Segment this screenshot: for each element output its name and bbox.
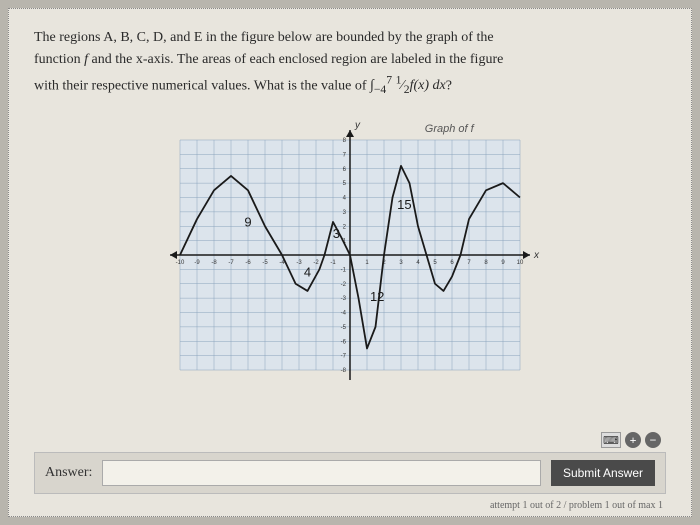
svg-text:3: 3	[333, 226, 340, 241]
svg-text:-8: -8	[211, 260, 217, 266]
svg-text:4: 4	[304, 264, 311, 279]
submit-button[interactable]: Submit Answer	[551, 460, 655, 486]
q-line2b: and the x-axis. The areas of each enclos…	[88, 52, 503, 67]
svg-text:-4: -4	[341, 310, 347, 316]
svg-text:10: 10	[517, 260, 524, 266]
svg-text:-1: -1	[341, 267, 347, 273]
attempt-text: attempt 1 out of 2 / problem 1 out of ma…	[490, 500, 663, 511]
qmark: ?	[446, 78, 452, 93]
integral-expr: ∫−47 1⁄2f(x) dx	[370, 78, 446, 93]
answer-input[interactable]	[102, 460, 541, 486]
svg-text:-3: -3	[296, 260, 302, 266]
svg-text:12: 12	[370, 289, 384, 304]
plus-icon[interactable]: +	[625, 432, 641, 448]
chart-container: -10-9-8-7-6-5-4-3-2-112345678910-8-7-6-5…	[34, 110, 666, 400]
svg-text:y: y	[354, 120, 361, 131]
svg-text:-9: -9	[194, 260, 200, 266]
svg-text:-7: -7	[341, 354, 347, 360]
page-container: The regions A, B, C, D, and E in the fig…	[8, 8, 692, 517]
svg-text:x: x	[533, 250, 540, 261]
q-line3a: with their respective numerical values. …	[34, 78, 370, 93]
svg-text:-2: -2	[341, 282, 347, 288]
graph-svg: -10-9-8-7-6-5-4-3-2-112345678910-8-7-6-5…	[150, 110, 550, 400]
q-line1: The regions A, B, C, D, and E in the fig…	[34, 30, 494, 45]
q-line2a: function	[34, 52, 84, 67]
svg-text:-5: -5	[341, 325, 347, 331]
svg-text:-6: -6	[245, 260, 251, 266]
svg-text:-5: -5	[262, 260, 268, 266]
svg-text:-1: -1	[330, 260, 336, 266]
svg-text:-6: -6	[341, 339, 347, 345]
answer-label: Answer:	[45, 465, 92, 481]
svg-text:-3: -3	[341, 296, 347, 302]
svg-text:9: 9	[244, 214, 251, 229]
svg-text:15: 15	[397, 197, 411, 212]
question-text: The regions A, B, C, D, and E in the fig…	[34, 27, 666, 100]
answer-toolbar: ⌨ + −	[601, 432, 661, 448]
minus-icon[interactable]: −	[645, 432, 661, 448]
svg-text:-8: -8	[341, 368, 347, 374]
svg-text:-2: -2	[313, 260, 319, 266]
keyboard-icon[interactable]: ⌨	[601, 432, 621, 448]
answer-bar: Answer: Submit Answer	[34, 452, 666, 494]
svg-text:-7: -7	[228, 260, 234, 266]
svg-text:-10: -10	[176, 260, 185, 266]
svg-text:Graph of f: Graph of f	[425, 123, 475, 135]
